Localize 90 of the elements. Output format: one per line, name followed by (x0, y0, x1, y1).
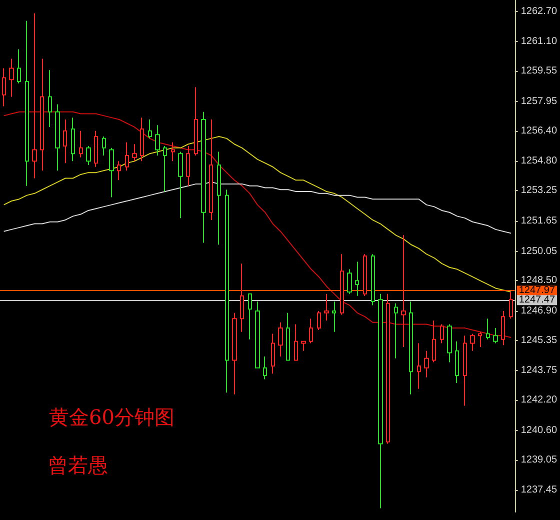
candlestick (32, 12, 37, 179)
candlestick (409, 301, 413, 395)
candlestick (132, 144, 137, 162)
candlestick (455, 340, 459, 384)
y-tick-label: 1257.95 (520, 96, 558, 107)
y-tick-label: 1246.90 (520, 305, 558, 316)
candlestick (463, 335, 467, 406)
y-tick-label: 1239.05 (520, 454, 558, 466)
line-series (3, 182, 512, 234)
candlestick (294, 324, 298, 361)
candlestick (171, 142, 175, 162)
candlestick (55, 104, 60, 172)
candlestick (63, 118, 67, 164)
candlestick (317, 310, 321, 330)
candlestick (117, 160, 121, 181)
candlestick (394, 302, 398, 359)
candlestick (478, 331, 482, 348)
candlestick (386, 293, 390, 444)
candlestick (301, 340, 306, 352)
candlestick (194, 86, 198, 156)
candlestick (240, 263, 244, 332)
candlestick (148, 118, 152, 139)
candlestick (248, 293, 252, 340)
candlestick (9, 58, 14, 98)
candlestick (225, 189, 229, 394)
text: 黄金60分钟图 (49, 405, 174, 429)
y-tick-label: 1240.60 (520, 424, 558, 436)
candlestick (79, 130, 83, 158)
candlestick (501, 310, 505, 346)
candlestick (340, 254, 344, 316)
candlestick (486, 318, 490, 340)
candlestick (25, 20, 29, 186)
candlestick (86, 146, 91, 166)
candlestick (140, 117, 144, 162)
candlestick (332, 301, 336, 332)
candlestick (378, 293, 383, 509)
candlestick (155, 124, 160, 156)
line-series (3, 136, 512, 293)
y-tick-label: 1253.25 (520, 185, 558, 196)
candlestick (125, 142, 129, 172)
candlestick (109, 147, 114, 198)
candlestick (309, 318, 313, 344)
candlestick (432, 320, 436, 363)
candlestick (178, 151, 183, 219)
candlestick (347, 268, 352, 294)
candlestick (163, 146, 167, 192)
candlestick (232, 312, 237, 395)
annotation: 曾若愚 (48, 453, 108, 477)
candlestick (493, 328, 498, 344)
candlestick (102, 136, 106, 156)
candlestick (447, 324, 452, 363)
candlestick (278, 322, 283, 358)
candlestick (201, 111, 206, 244)
y-tick-label: 1242.20 (520, 394, 558, 406)
y-tick-label: 1243.75 (520, 365, 558, 376)
line-series (3, 111, 512, 338)
candlestick (94, 130, 98, 168)
y-tick-label: 1248.50 (520, 275, 558, 286)
candlestick (255, 301, 260, 368)
candlestick (417, 342, 421, 390)
candlestick (470, 333, 475, 352)
candlestick (186, 146, 190, 186)
candlestick (440, 324, 444, 344)
candlestick (263, 356, 267, 380)
candlestick (509, 292, 513, 320)
y-tick-label: 1250.05 (520, 246, 558, 257)
candlestick (40, 58, 44, 172)
ref-line-label: 1247.47 (518, 294, 556, 306)
candlestick (324, 293, 329, 321)
candlestick (355, 261, 359, 296)
y-tick-label: 1256.40 (520, 125, 558, 136)
candlestick (371, 254, 375, 306)
candlestick (209, 118, 213, 220)
candlestick (363, 254, 367, 296)
candlestick (48, 70, 52, 128)
y-tick-label: 1245.35 (520, 334, 558, 346)
candlestick (424, 350, 429, 378)
candlestick (271, 333, 275, 374)
candlestick (286, 312, 290, 361)
y-tick-label: 1237.45 (520, 484, 558, 496)
y-tick-label: 1259.55 (520, 66, 558, 77)
y-tick-label: 1262.70 (520, 6, 558, 17)
candlestick (17, 48, 21, 84)
candlestick (71, 117, 75, 162)
y-tick-label: 1251.65 (520, 215, 558, 226)
ref-line-label: 1247.97 (518, 285, 556, 296)
candlestick (401, 234, 406, 348)
y-tick-label: 1261.10 (520, 36, 558, 48)
candlestick (217, 151, 221, 246)
y-tick-label: 1254.80 (520, 156, 558, 167)
